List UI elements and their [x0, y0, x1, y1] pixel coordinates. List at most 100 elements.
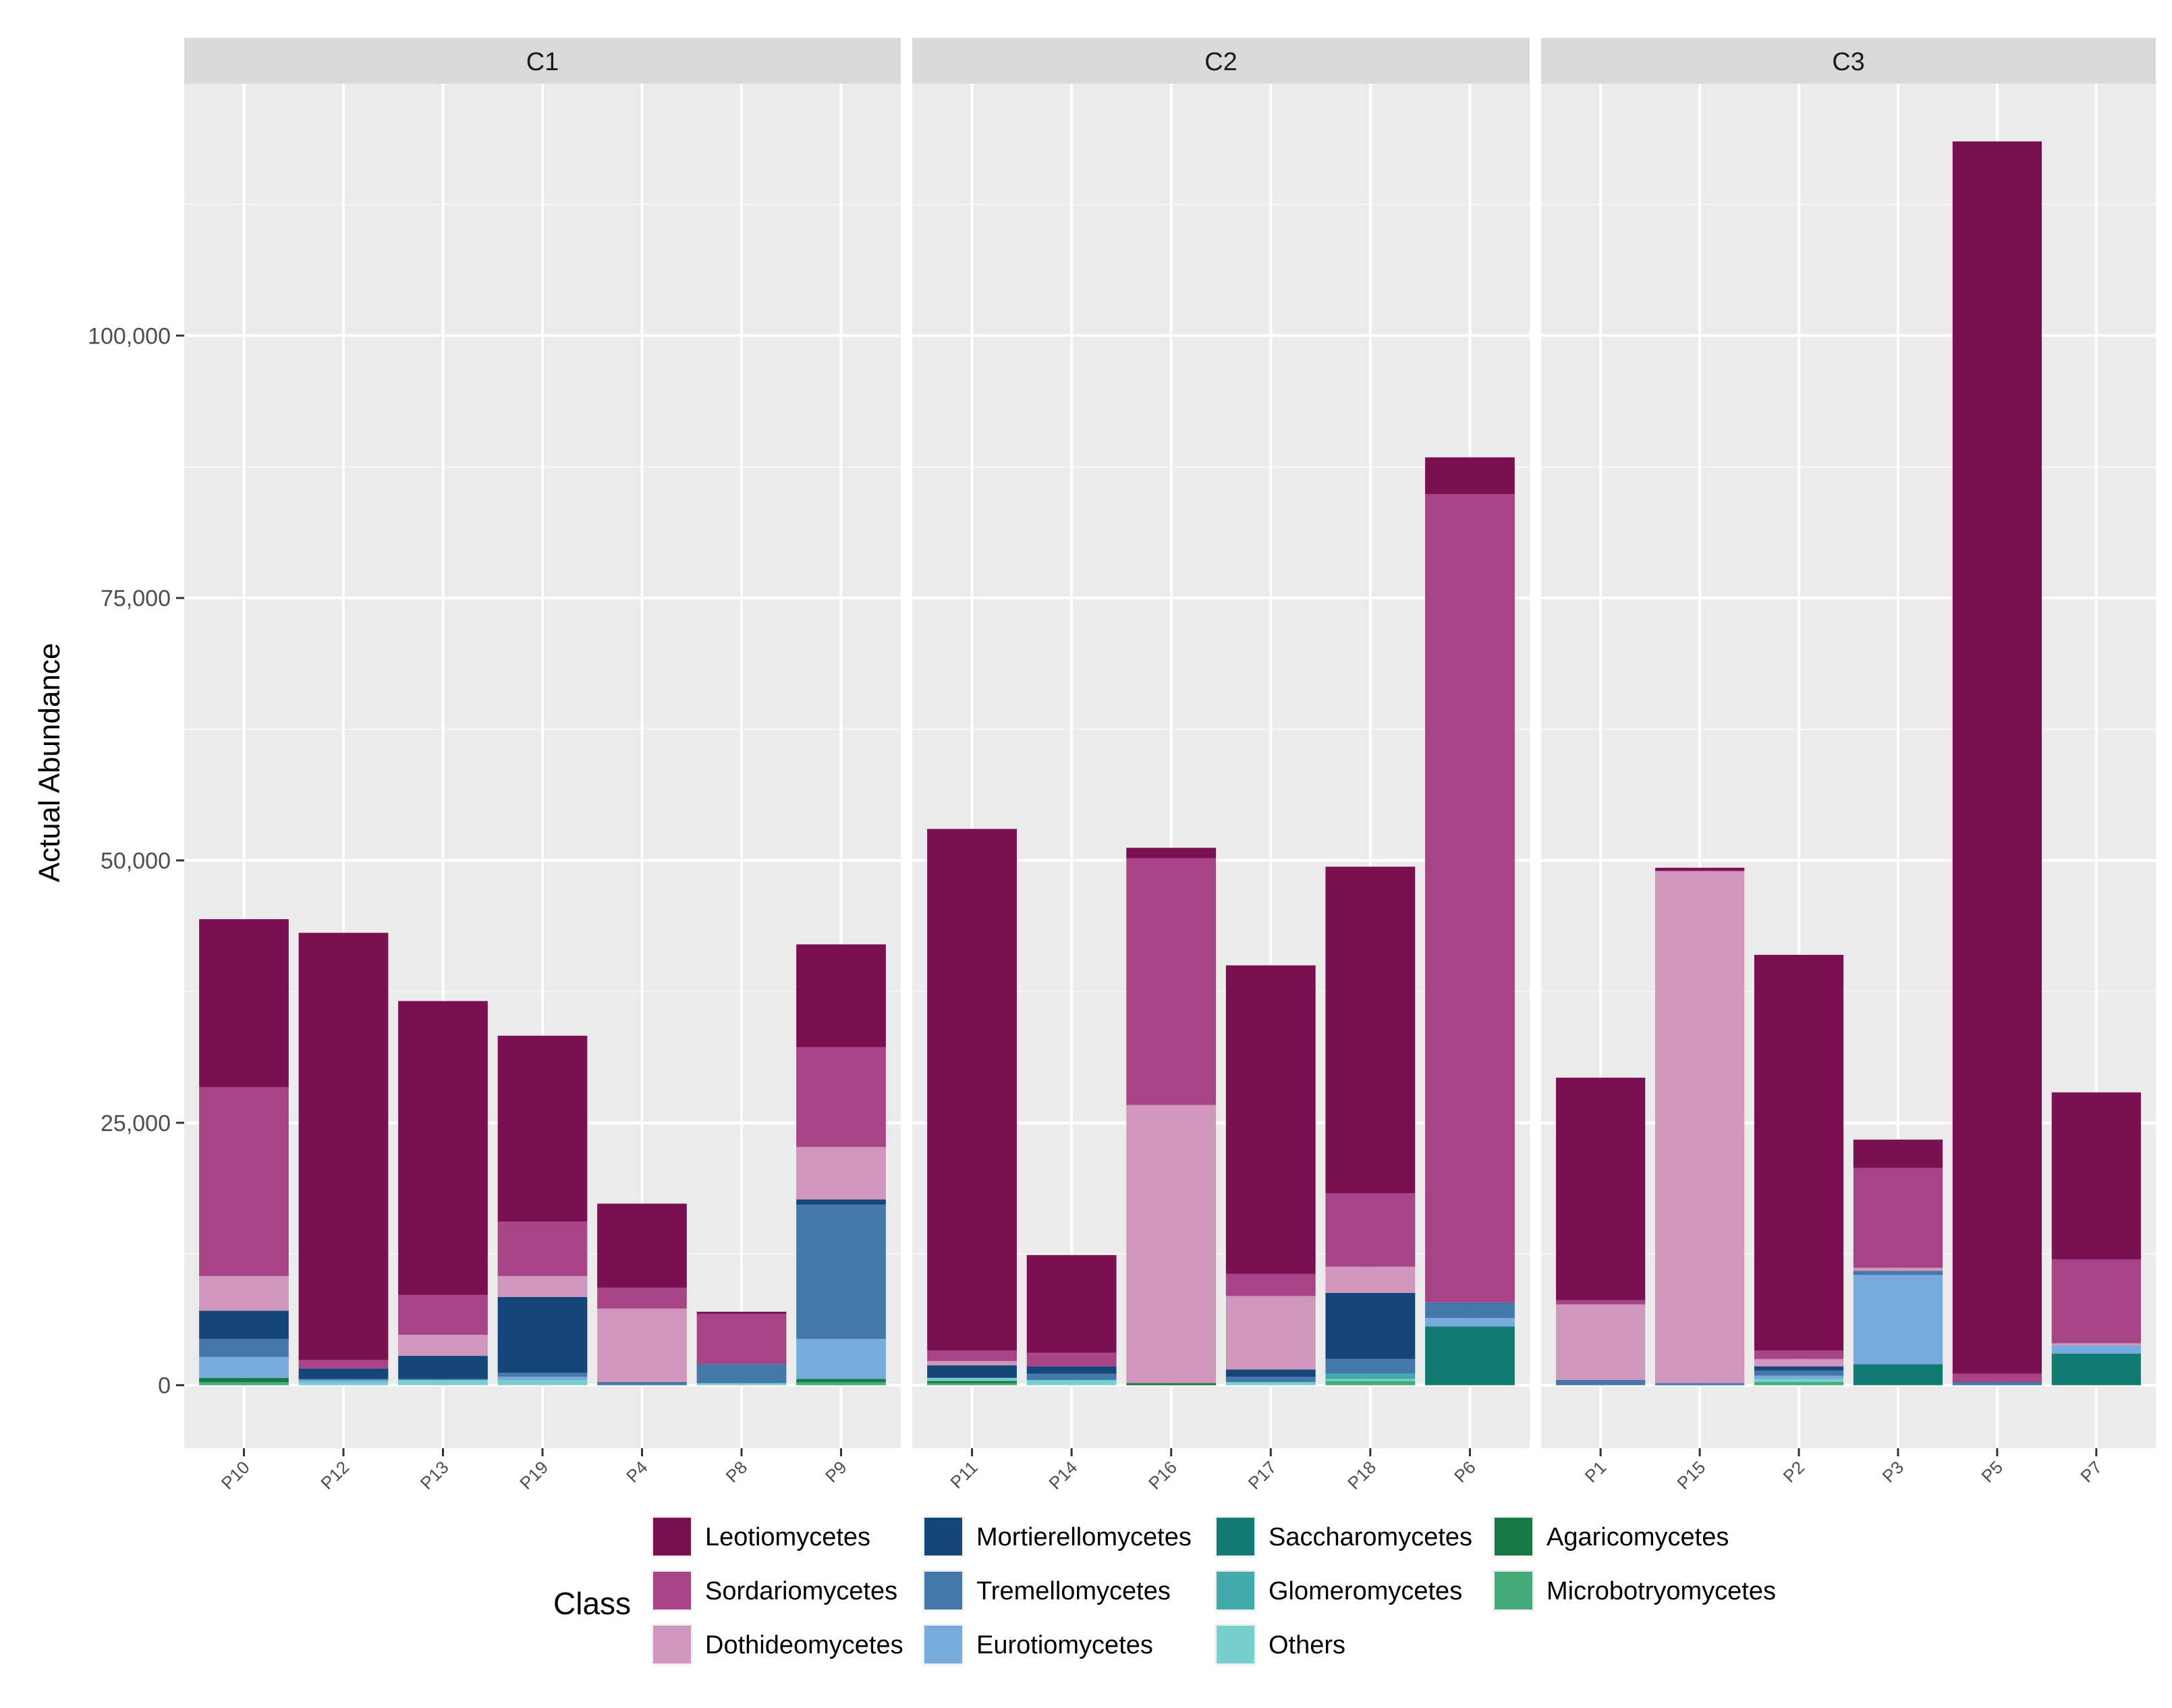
- bar-segment-leotiomycetes: [1654, 867, 1745, 871]
- bar-segment-sordariomycetes: [2051, 1259, 2141, 1344]
- legend-label: Dothideomycetes: [705, 1631, 903, 1659]
- bar-segment-leotiomycetes: [1425, 457, 1515, 495]
- bar-segment-mortierellomycetes: [497, 1297, 588, 1373]
- bar-C1-P12: [298, 933, 389, 1385]
- legend-label: Tremellomycetes: [976, 1577, 1171, 1605]
- bar-segment-sordariomycetes: [1126, 858, 1217, 1105]
- x-tick-label: P12: [316, 1457, 353, 1493]
- facet-strip-label: C2: [1204, 48, 1237, 76]
- facet-C2: C2 P11 P14 P16 P17 P18 P6: [912, 38, 1530, 1493]
- facet-strip: [912, 38, 1530, 84]
- bar-segment-leotiomycetes: [927, 829, 1017, 1351]
- bar-segment-leotiomycetes: [1126, 848, 1217, 858]
- legend-key-swatch: [653, 1572, 691, 1609]
- bar-segment-leotiomycetes: [1225, 965, 1316, 1274]
- x-tick-label: P9: [821, 1457, 851, 1487]
- legend-item-leotiomycetes: Leotiomycetes: [651, 1516, 870, 1558]
- bar-C1-P4: [597, 1203, 687, 1385]
- bar-segment-dothideomycetes: [1325, 1266, 1416, 1293]
- bar-segment-tremellomycetes: [298, 1379, 389, 1380]
- bar-segment-tremellomycetes: [497, 1373, 588, 1377]
- bar-segment-leotiomycetes: [696, 1311, 787, 1314]
- bar-C3-P7: [2051, 1092, 2141, 1385]
- legend-label: Eurotiomycetes: [976, 1631, 1153, 1659]
- x-tick-label: P18: [1343, 1457, 1380, 1493]
- legend-item-others: Others: [1215, 1624, 1345, 1665]
- x-tick-label: P16: [1144, 1457, 1181, 1493]
- bar-segment-sordariomycetes: [199, 1086, 289, 1276]
- bar-segment-dothideomycetes: [1225, 1296, 1316, 1370]
- legend-items: Leotiomycetes Sordariomycetes Dothideomyce…: [651, 1516, 1776, 1665]
- legend-item-saccharomycetes: Saccharomycetes: [1215, 1516, 1472, 1558]
- bar-segment-leotiomycetes: [2051, 1092, 2141, 1260]
- bar-segment-dothideomycetes: [1853, 1267, 1943, 1271]
- x-tick-label: P3: [1878, 1457, 1908, 1487]
- bar-segment-mortierellomycetes: [298, 1368, 389, 1379]
- bar-segment-microbotryomycetes: [199, 1382, 289, 1385]
- bar-C1-P19: [497, 1035, 588, 1385]
- bar-C2-P16: [1126, 848, 1217, 1385]
- bar-C3-P2: [1754, 954, 1844, 1385]
- legend-label: Mortierellomycetes: [976, 1523, 1192, 1551]
- bar-segment-tremellomycetes: [796, 1205, 886, 1340]
- legend-key-swatch: [1495, 1518, 1532, 1555]
- bar-segment-dothideomycetes: [398, 1335, 488, 1356]
- bar-segment-agaricomycetes: [927, 1381, 1017, 1383]
- bar-segment-dothideomycetes: [597, 1308, 687, 1383]
- bar-segment-leotiomycetes: [497, 1035, 588, 1222]
- bar-segment-tremellomycetes: [1425, 1302, 1515, 1319]
- bar-C1-P10: [199, 919, 289, 1385]
- bar-segment-sordariomycetes: [1853, 1167, 1943, 1268]
- legend-label: Saccharomycetes: [1269, 1523, 1472, 1551]
- bar-segment-mortierellomycetes: [1225, 1369, 1316, 1377]
- bar-segment-others: [1225, 1382, 1316, 1385]
- legend-item-dothideomycetes: Dothideomycetes: [651, 1624, 903, 1665]
- legend-item-microbotryomycetes: Microbotryomycetes: [1493, 1570, 1776, 1611]
- y-axis-label: Actual Abundance: [33, 643, 66, 883]
- bar-segment-sordariomycetes: [1026, 1352, 1117, 1367]
- bar-C2-P11: [927, 829, 1017, 1385]
- bar-segment-tremellomycetes: [398, 1379, 488, 1380]
- y-axis: 0 25,000 50,000 75,000 100,000: [88, 323, 184, 1399]
- bar-segment-eurotiomycetes: [199, 1356, 289, 1378]
- facet-strip-label: C3: [1832, 48, 1865, 76]
- bar-segment-others: [927, 1377, 1017, 1381]
- bar-segment-mortierellomycetes: [199, 1311, 289, 1340]
- bar-segment-tremellomycetes: [1325, 1358, 1416, 1374]
- x-tick-label: P11: [946, 1457, 982, 1493]
- bar-segment-mortierellomycetes: [1754, 1366, 1844, 1371]
- x-tick-label: P17: [1244, 1457, 1281, 1493]
- bar-segment-mortierellomycetes: [398, 1356, 488, 1379]
- legend-key-swatch: [1217, 1572, 1254, 1609]
- bar-segment-dothideomycetes: [497, 1275, 588, 1298]
- legend-key-swatch: [924, 1518, 962, 1555]
- x-tick-label: P10: [217, 1457, 254, 1493]
- bar-segment-tremellomycetes: [1654, 1383, 1745, 1385]
- y-tick-label: 0: [158, 1373, 171, 1399]
- bar-segment-others: [497, 1379, 588, 1385]
- facet-strip-label: C1: [526, 48, 559, 76]
- legend-key-swatch: [924, 1572, 962, 1609]
- legend-key-swatch: [1495, 1572, 1532, 1609]
- x-tick-label: P8: [722, 1457, 752, 1487]
- legend-item-sordariomycetes: Sordariomycetes: [651, 1570, 897, 1611]
- legend-key-swatch: [924, 1626, 962, 1663]
- bar-segment-others: [1754, 1379, 1844, 1383]
- bar-segment-sordariomycetes: [1225, 1273, 1316, 1296]
- x-tick-label: P1: [1581, 1457, 1611, 1487]
- bar-segment-tremellomycetes: [1225, 1377, 1316, 1383]
- bar-segment-dothideomycetes: [2051, 1343, 2141, 1346]
- bar-segment-eurotiomycetes: [1853, 1275, 1943, 1365]
- bar-segment-leotiomycetes: [298, 933, 389, 1360]
- bar-segment-saccharomycetes: [1853, 1364, 1943, 1385]
- bar-segment-dothideomycetes: [1654, 871, 1745, 1383]
- legend-label: Others: [1269, 1631, 1345, 1659]
- bar-segment-leotiomycetes: [398, 1001, 488, 1295]
- legend-item-glomeromycetes: Glomeromycetes: [1215, 1570, 1462, 1611]
- bar-segment-sordariomycetes: [927, 1350, 1017, 1361]
- bar-segment-leotiomycetes: [199, 919, 289, 1087]
- bar-segment-others: [1026, 1379, 1117, 1385]
- bar-segment-tremellomycetes: [597, 1382, 687, 1385]
- bar-segment-agaricomycetes: [1126, 1383, 1217, 1385]
